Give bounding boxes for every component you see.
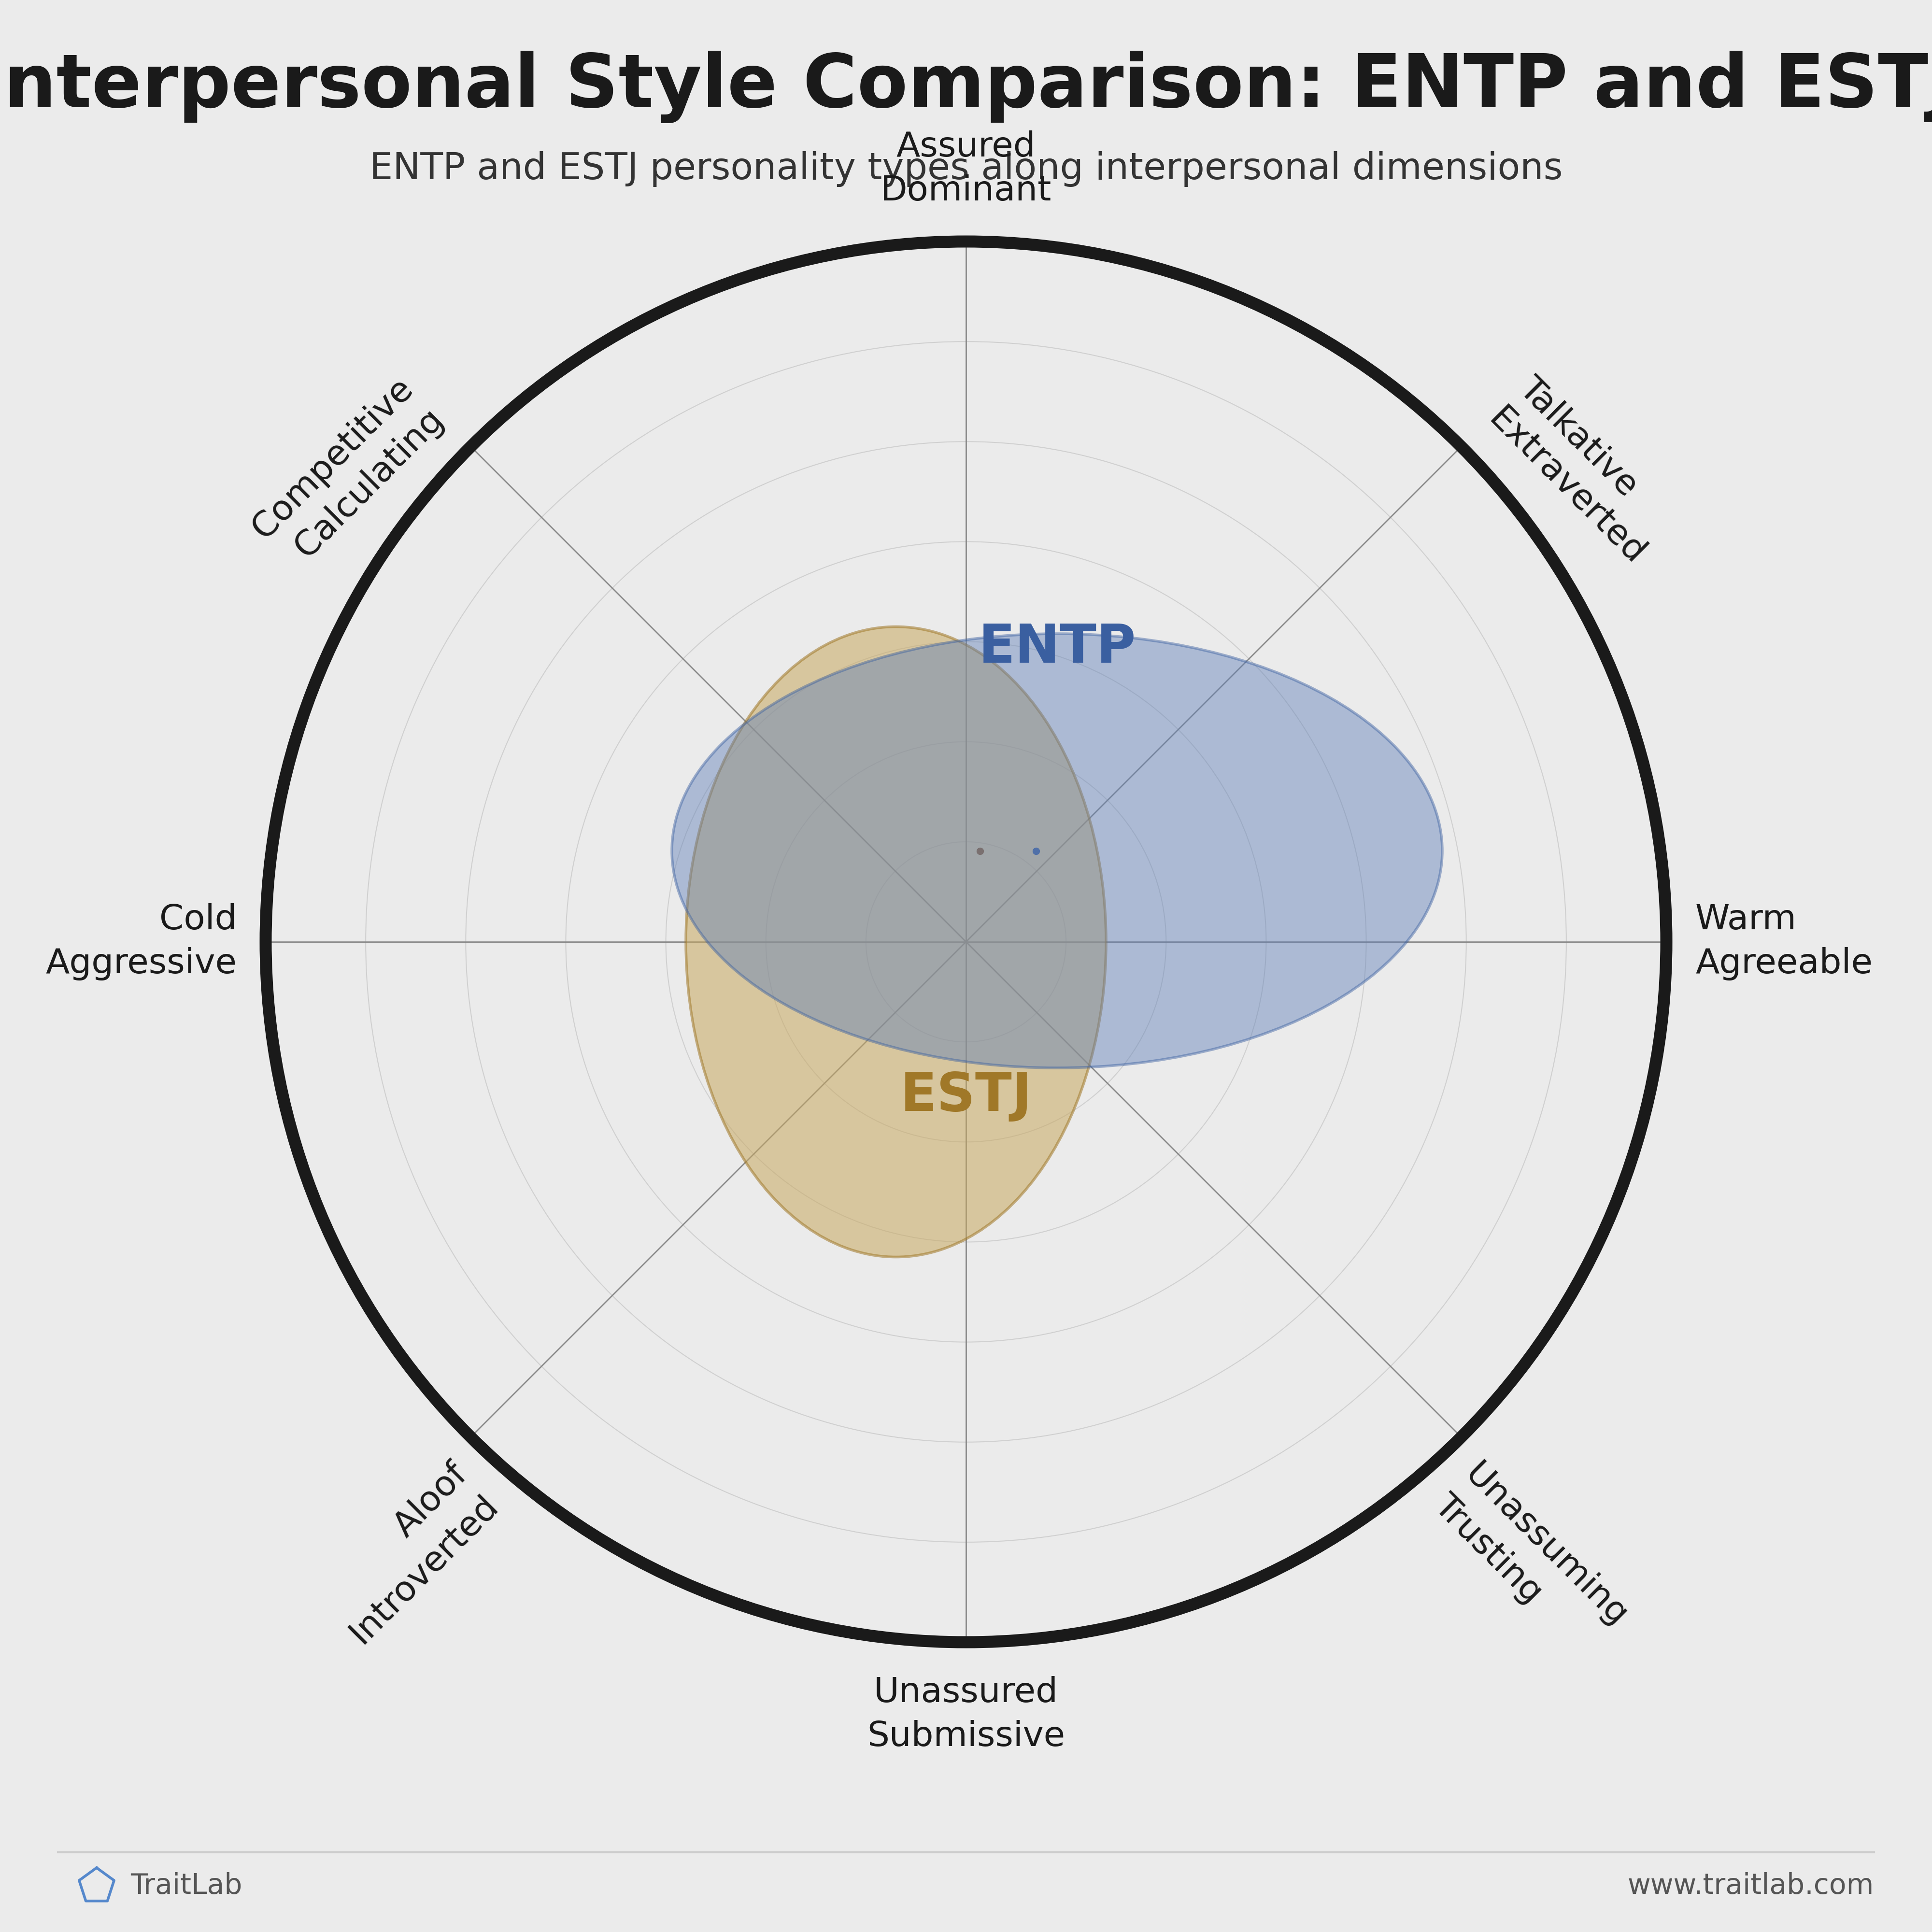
Text: TraitLab: TraitLab	[131, 1872, 242, 1899]
Text: Assured
Dominant: Assured Dominant	[881, 131, 1051, 207]
Text: Competitive
Calculating: Competitive Calculating	[245, 371, 450, 576]
Ellipse shape	[686, 626, 1105, 1258]
Text: www.traitlab.com: www.traitlab.com	[1627, 1872, 1874, 1899]
Text: Aloof
Introverted: Aloof Introverted	[313, 1457, 504, 1650]
Text: Unassuming
Trusting: Unassuming Trusting	[1428, 1457, 1634, 1663]
Text: ENTP: ENTP	[978, 622, 1136, 674]
Text: Talkative
Extraverted: Talkative Extraverted	[1482, 371, 1683, 572]
Text: Unassured
Submissive: Unassured Submissive	[867, 1675, 1065, 1752]
Ellipse shape	[672, 634, 1441, 1068]
Text: ENTP and ESTJ personality types along interpersonal dimensions: ENTP and ESTJ personality types along in…	[369, 151, 1563, 187]
Text: ESTJ: ESTJ	[900, 1070, 1032, 1122]
Text: Warm
Agreeable: Warm Agreeable	[1696, 904, 1872, 980]
Text: Cold
Aggressive: Cold Aggressive	[46, 904, 236, 980]
Text: Interpersonal Style Comparison: ENTP and ESTJ: Interpersonal Style Comparison: ENTP and…	[0, 50, 1932, 124]
